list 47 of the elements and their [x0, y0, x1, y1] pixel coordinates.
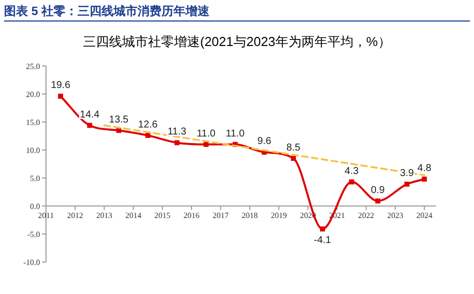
- chart-title: 图表 5 社零：三四线城市消费历年增速: [4, 4, 210, 18]
- x-tick-label: 2017: [212, 211, 229, 220]
- data-label: 11.0: [226, 128, 245, 140]
- point: [116, 128, 122, 133]
- point: [349, 179, 354, 184]
- point: [320, 226, 325, 232]
- y-tick-label: 0.0: [30, 202, 40, 211]
- chart-subtitle: 三四线城市社零增速(2021与2023年为两年平均，%）: [83, 34, 391, 49]
- y-tick-label: -10.0: [23, 258, 40, 267]
- point: [204, 142, 209, 147]
- y-tick-label: 25.0: [26, 62, 40, 71]
- x-tick-label: 2016: [184, 211, 200, 220]
- x-tick-label: 2012: [67, 211, 84, 220]
- point: [404, 182, 410, 187]
- point: [58, 94, 64, 99]
- data-label: 11.3: [168, 126, 187, 138]
- x-tick-label: 2019: [270, 211, 287, 220]
- point: [375, 198, 380, 204]
- y-tick-label: 5.0: [30, 174, 40, 183]
- point: [145, 132, 150, 138]
- x-tick-label: 2015: [154, 211, 170, 220]
- data-label: -4.1: [314, 234, 332, 246]
- data-label: 11.0: [196, 128, 216, 140]
- data-label: 13.5: [109, 114, 129, 126]
- point: [174, 140, 180, 146]
- x-tick-label: 2014: [125, 211, 142, 220]
- x-tick-label: 2022: [358, 211, 374, 220]
- x-tick-label: 2018: [242, 211, 258, 220]
- y-tick-label: 15.0: [26, 118, 40, 127]
- data-label: 9.6: [257, 136, 272, 148]
- y-tick-label: -5.0: [27, 230, 40, 239]
- x-tick-label: 2023: [387, 211, 404, 220]
- data-label: 12.6: [138, 119, 158, 130]
- point: [422, 176, 427, 182]
- point: [87, 122, 92, 128]
- data-label: 0.9: [370, 184, 386, 196]
- x-tick-label: 2013: [96, 211, 112, 220]
- data-label: 19.6: [50, 80, 71, 92]
- data-label: 4.3: [344, 166, 359, 177]
- x-tick-label: 2011: [38, 211, 54, 220]
- y-tick-label: 10.0: [26, 146, 40, 155]
- data-label: 8.5: [286, 142, 301, 154]
- data-label: 4.8: [417, 163, 432, 174]
- y-tick-label: 20.0: [26, 90, 40, 99]
- x-tick-label: 2024: [416, 211, 432, 220]
- data-label: 14.4: [80, 109, 100, 120]
- point: [290, 156, 296, 161]
